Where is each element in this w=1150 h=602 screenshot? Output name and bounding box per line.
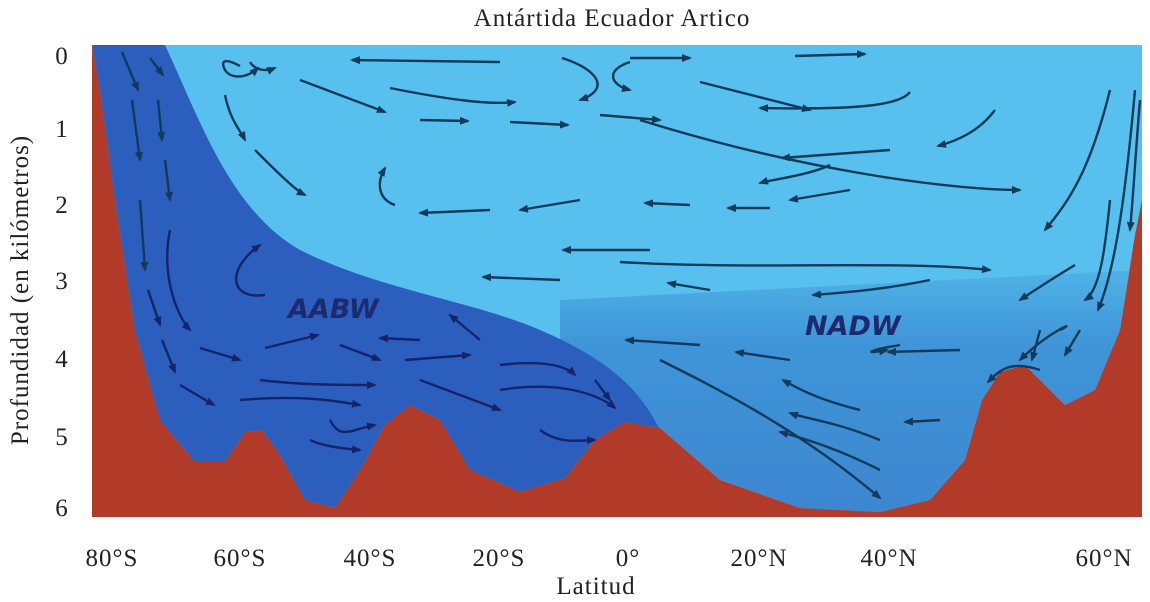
x-tick-label: 60°N [1075,545,1132,572]
x-tick-label: 20°N [730,545,787,572]
flow-arrows [120,50,1142,500]
x-tick-label: 60°S [214,545,267,572]
x-tick-label: 20°S [473,545,526,572]
y-axis-label: Profundidad (en kilómetros) [7,135,34,445]
ocean [92,45,1142,512]
x-axis-label: Latitud [556,573,635,600]
y-tick-label: 3 [55,268,69,295]
x-tick-label: 40°S [344,545,397,572]
x-tick-label: 40°N [860,545,917,572]
aabw-region [92,45,660,512]
x-tick-label: 0° [616,545,641,572]
x-tick-label: 80°S [86,545,139,572]
y-tick-label: 2 [55,192,69,219]
water-mass-label: AABW [286,294,380,325]
water-mass-label: NADW [805,311,902,342]
y-tick-label: 1 [55,116,69,143]
y-tick-label: 4 [55,346,69,373]
y-tick-label: 5 [55,424,69,451]
title: Antártida Ecuador Artico [474,5,751,32]
y-tick-label: 6 [55,495,69,522]
y-tick-label: 0 [55,43,69,70]
